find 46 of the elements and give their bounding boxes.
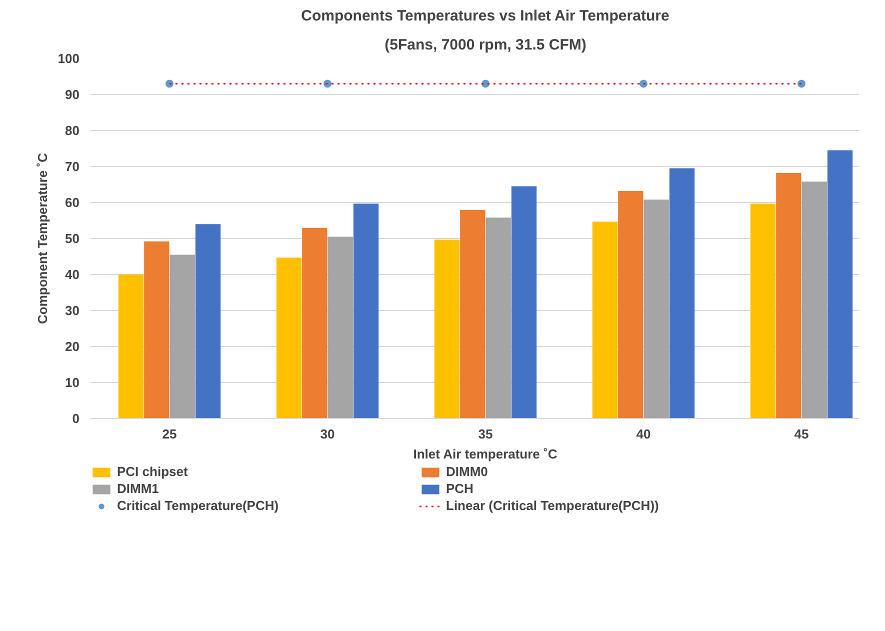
bar: [802, 182, 827, 418]
y-tick-label: 10: [65, 375, 80, 390]
bar: [170, 254, 195, 418]
x-tick-label: 30: [320, 426, 335, 442]
y-tick-label: 30: [65, 303, 80, 318]
bar: [486, 218, 511, 418]
y-tick-label: 70: [65, 159, 80, 174]
bar: [776, 172, 802, 418]
bar: [592, 222, 618, 418]
legend-label: Linear (Critical Temperature(PCH)): [446, 498, 660, 513]
chart-subtitle: (5Fans, 7000 rpm, 31.5 CFM): [384, 36, 586, 54]
bar: [118, 274, 144, 418]
y-tick-label: 40: [65, 267, 80, 282]
x-tick-label: 25: [162, 426, 177, 442]
legend-label: PCI chipset: [117, 464, 189, 479]
bar: [353, 204, 379, 418]
bar: [618, 190, 644, 418]
bar: [276, 258, 302, 418]
legend-label: DIMM1: [117, 481, 160, 496]
bar: [144, 241, 170, 418]
y-tick-label: 20: [65, 339, 80, 354]
y-tick-label: 60: [65, 195, 80, 210]
bar: [434, 240, 460, 418]
bar: [195, 224, 221, 418]
y-axis-title: Component Temperature ˚C: [34, 152, 50, 324]
bar: [460, 210, 486, 418]
legend-label: Critical Temperature(PCH): [117, 498, 280, 513]
y-tick-label: 90: [65, 87, 80, 102]
bar: [511, 186, 537, 418]
y-tick-label: 0: [72, 411, 80, 426]
y-tick-label: 100: [58, 51, 80, 66]
y-tick-label: 80: [65, 123, 80, 138]
bar: [328, 236, 353, 418]
chart-title: Components Temperatures vs Inlet Air Temperature: [301, 8, 670, 24]
legend-label: DIMM0: [446, 464, 489, 479]
x-axis-title: Inlet Air temperature ˚C: [413, 446, 558, 462]
legend-label: PCH: [446, 481, 474, 496]
x-tick-label: 45: [794, 426, 809, 442]
bar: [827, 150, 853, 418]
bar: [669, 168, 695, 418]
x-tick-label: 35: [478, 426, 493, 442]
x-tick-label: 40: [636, 426, 651, 442]
bar: [750, 204, 776, 418]
y-tick-label: 50: [65, 231, 80, 246]
bar: [644, 200, 669, 418]
bar: [302, 228, 328, 418]
